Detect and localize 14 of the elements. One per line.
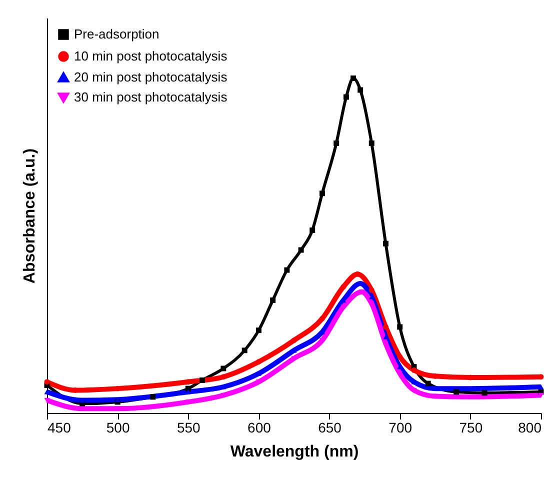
legend-label: 10 min post photocatalysis <box>74 48 228 64</box>
legend-label: Pre-adsorption <box>74 26 160 42</box>
x-tick-label: 600 <box>248 420 272 436</box>
legend-label: 30 min post photocatalysis <box>74 90 228 104</box>
x-tick-label: 500 <box>106 420 130 436</box>
y-axis-title: Absorbance (a.u.) <box>22 148 38 284</box>
x-tick-label: 450 <box>48 420 72 436</box>
x-tick-label: 550 <box>176 420 201 436</box>
x-axis-title: Wavelength (nm) <box>230 444 359 460</box>
x-tick-label: 800 <box>518 420 542 436</box>
legend-label: 20 min post photocatalysis <box>74 70 228 84</box>
x-tick-label: 750 <box>459 420 483 436</box>
x-tick-label: 700 <box>388 420 412 436</box>
x-tick-label: 650 <box>318 420 342 436</box>
